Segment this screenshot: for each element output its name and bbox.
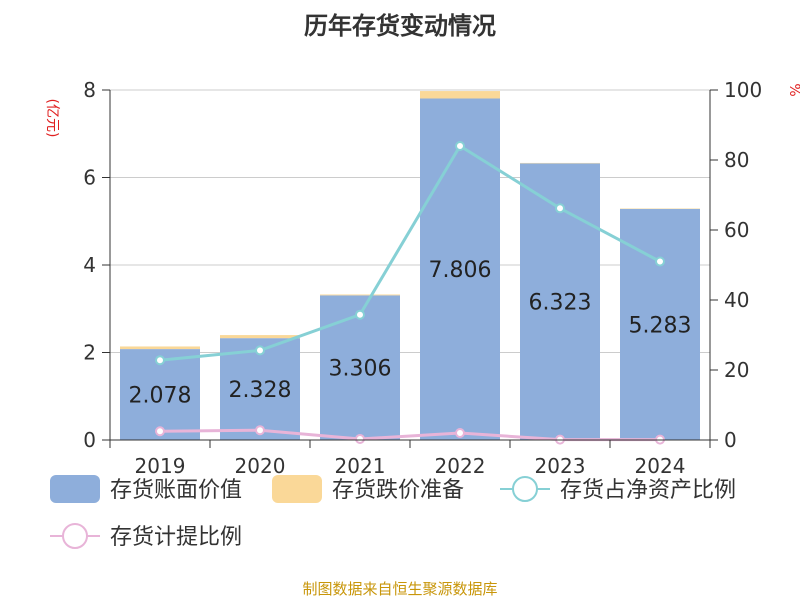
legend-marker: [512, 476, 538, 502]
line-point: [355, 309, 365, 320]
bar-impairment: [420, 91, 500, 99]
legend-marker: [62, 523, 88, 549]
left-tick-label: 8: [83, 78, 96, 102]
bar-data-label: 2.078: [129, 384, 192, 409]
bar-data-label: 2.328: [229, 378, 292, 403]
right-tick-label: 60: [724, 218, 749, 242]
x-tick-label: 2024: [635, 454, 686, 478]
bar-impairment: [120, 346, 200, 350]
chart-title: 历年存货变动情况: [304, 12, 496, 40]
line-net-asset-ratio: [159, 143, 661, 362]
left-tick-label: 4: [83, 253, 96, 277]
right-tick-label: 100: [724, 78, 762, 102]
right-tick-label: 80: [724, 148, 749, 172]
legend-label[interactable]: 存货占净资产比例: [560, 478, 736, 503]
legend-label[interactable]: 存货跌价准备: [332, 478, 464, 503]
line-point: [655, 256, 665, 267]
bar-impairment: [220, 335, 300, 339]
legend-swatch: [272, 475, 322, 503]
legend-swatch: [50, 475, 100, 503]
bar-book-value: [420, 98, 500, 441]
left-tick-label: 0: [83, 428, 96, 452]
right-tick-label: 20: [724, 358, 749, 382]
line-point: [455, 141, 465, 151]
bar-impairment: [320, 294, 400, 296]
bar-data-label: 7.806: [429, 258, 492, 283]
bar-data-label: 3.306: [329, 357, 392, 382]
source-note: 制图数据来自恒生聚源数据库: [302, 580, 497, 598]
x-tick-label: 2021: [335, 454, 386, 478]
line-point: [455, 428, 465, 438]
legend-label[interactable]: 存货账面价值: [110, 478, 242, 503]
x-tick-label: 2022: [435, 454, 486, 478]
line-point: [355, 433, 365, 444]
x-tick-label: 2020: [235, 454, 286, 478]
left-tick-label: 2: [83, 341, 96, 365]
line-point: [155, 355, 165, 366]
legend-label[interactable]: 存货计提比例: [110, 525, 242, 550]
left-axis-unit: (亿元): [44, 99, 60, 138]
right-axis-unit: %: [786, 83, 800, 96]
line-point: [555, 203, 565, 214]
right-tick-label: 0: [724, 428, 737, 452]
line-point: [255, 425, 265, 436]
x-tick-label: 2023: [535, 454, 586, 478]
right-tick-label: 40: [724, 288, 749, 312]
bar-data-label: 6.323: [529, 291, 592, 316]
line-point: [255, 345, 265, 356]
line-point: [155, 426, 165, 437]
bar-data-label: 5.283: [629, 313, 692, 338]
x-tick-label: 2019: [135, 454, 186, 478]
left-tick-label: 6: [83, 166, 96, 190]
